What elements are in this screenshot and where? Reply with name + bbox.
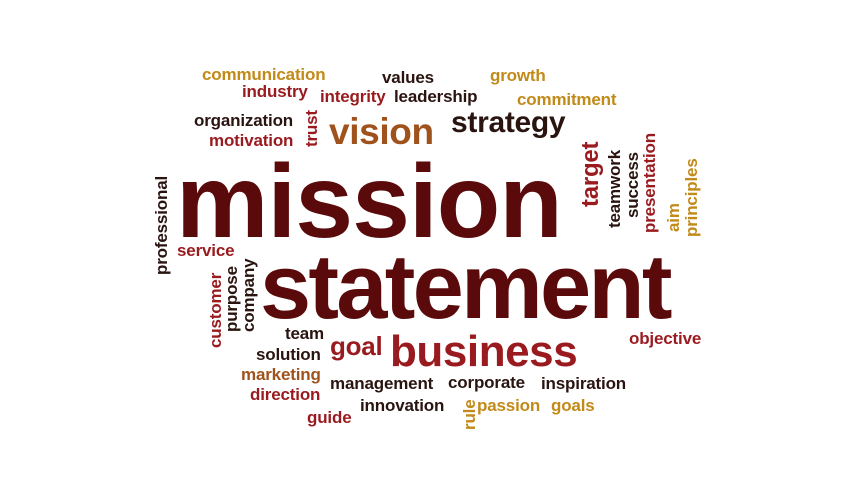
word-leadership: leadership — [394, 87, 478, 106]
word-management: management — [330, 374, 434, 393]
word-business: business — [390, 327, 578, 376]
word-purpose: purpose — [222, 266, 241, 332]
word-passion: passion — [477, 396, 541, 415]
word-corporate: corporate — [448, 373, 525, 392]
word-target: target — [577, 141, 604, 207]
word-solution: solution — [256, 345, 321, 364]
word-vision: vision — [329, 111, 434, 152]
word-innovation: innovation — [360, 396, 445, 415]
word-industry: industry — [242, 82, 308, 101]
word-values: values — [382, 68, 434, 87]
word-aim: aim — [664, 203, 683, 232]
word-rule: rule — [460, 399, 479, 431]
word-success: success — [623, 152, 642, 218]
word-integrity: integrity — [320, 87, 386, 106]
word-communication: communication — [202, 65, 326, 84]
word-marketing: marketing — [241, 365, 321, 384]
word-growth: growth — [490, 66, 546, 85]
word-trust: trust — [302, 110, 321, 147]
word-commitment: commitment — [517, 90, 617, 109]
word-organization: organization — [194, 111, 294, 130]
word-strategy: strategy — [451, 106, 566, 139]
word-principles: principles — [682, 158, 701, 237]
word-presentation: presentation — [640, 133, 659, 233]
word-goal: goal — [330, 331, 383, 361]
word-teamwork: teamwork — [605, 149, 624, 228]
word-direction: direction — [250, 385, 321, 404]
word-company: company — [239, 258, 258, 332]
word-guide: guide — [307, 408, 352, 427]
word-inspiration: inspiration — [541, 374, 627, 393]
word-goals: goals — [551, 396, 595, 415]
word-professional: professional — [152, 175, 171, 275]
word-team: team — [285, 324, 325, 343]
word-mission: mission — [176, 144, 563, 260]
word-motivation: motivation — [209, 131, 294, 150]
word-statement: statement — [260, 236, 672, 338]
word-objective: objective — [629, 329, 702, 348]
word-service: service — [177, 241, 235, 260]
